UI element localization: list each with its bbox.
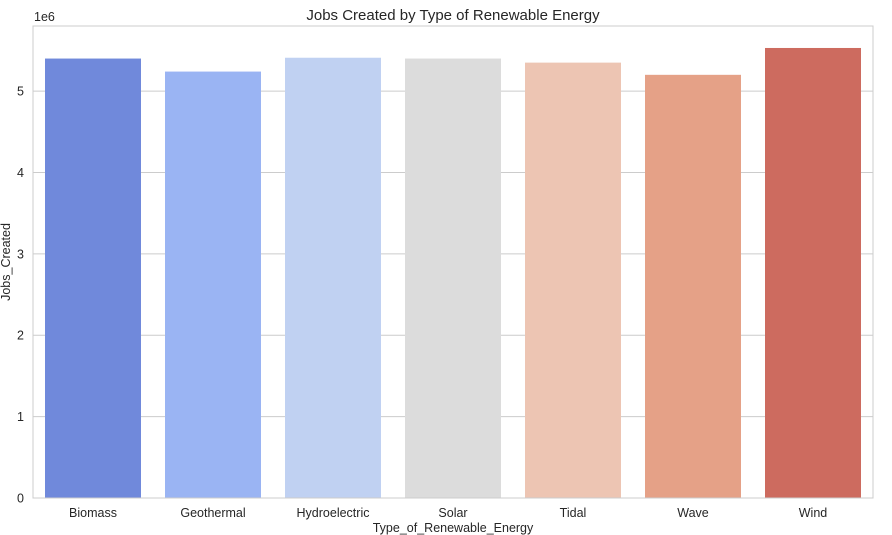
x-tick-label: Tidal — [560, 506, 587, 520]
y-axis-title: Jobs_Created — [0, 223, 13, 301]
x-tick-label: Hydroelectric — [297, 506, 370, 520]
bar-wave — [645, 74, 741, 499]
x-tick-label: Wind — [799, 506, 828, 520]
bar-biomass — [45, 58, 141, 498]
chart-title: Jobs Created by Type of Renewable Energy — [306, 7, 600, 24]
y-tick-label: 5 — [17, 85, 24, 99]
x-axis-title: Type_of_Renewable_Energy — [373, 521, 534, 535]
bar-tidal — [525, 62, 621, 498]
bar-wind — [765, 47, 861, 498]
plot-frame — [32, 25, 874, 499]
y-tick-label: 4 — [17, 166, 24, 180]
y-tick-label: 3 — [17, 247, 24, 261]
bar-solar — [405, 58, 501, 498]
bar-hydroelectric — [285, 57, 381, 499]
bar-geothermal — [165, 71, 261, 498]
x-tick-label: Geothermal — [180, 506, 245, 520]
y-tick-label: 2 — [17, 329, 24, 343]
x-tick-label: Biomass — [69, 506, 117, 520]
x-tick-label: Solar — [438, 506, 467, 520]
y-axis-offset-label: 1e6 — [34, 10, 55, 24]
y-tick-label: 0 — [17, 492, 24, 506]
bars — [45, 47, 861, 499]
x-tick-label: Wave — [677, 506, 709, 520]
y-axis-ticks: 0 1 2 3 4 5 — [17, 85, 24, 506]
y-tick-label: 1 — [17, 410, 24, 424]
x-axis-ticks: Biomass Geothermal Hydroelectric Solar Tidal… — [69, 506, 827, 520]
